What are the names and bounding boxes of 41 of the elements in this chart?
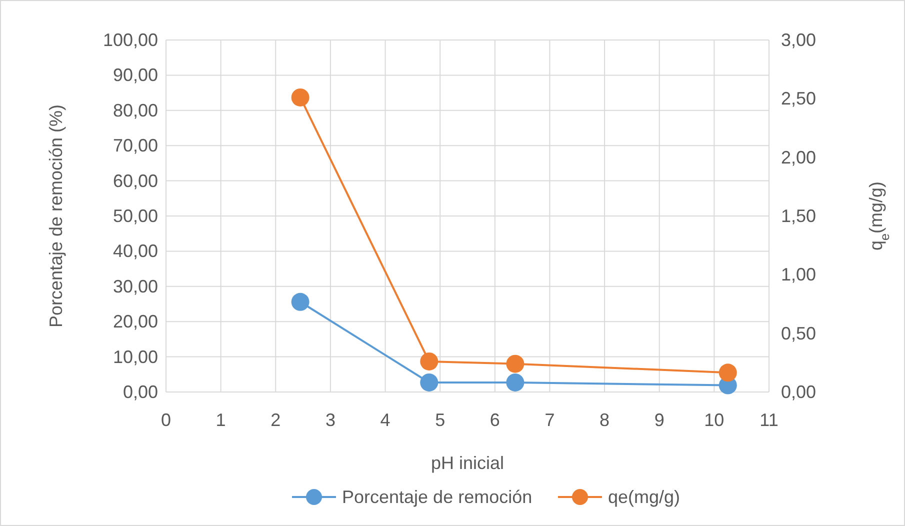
y2-tick-label: 1,50 [781, 206, 816, 226]
y-tick-label: 0,00 [122, 382, 158, 402]
legend-label: Porcentaje de remoción [342, 487, 532, 507]
y-tick-label: 90,00 [112, 65, 158, 86]
y2-tick-label: 2,50 [781, 88, 816, 109]
point [506, 354, 524, 373]
x-tick-label: 6 [490, 410, 500, 430]
y-tick-label: 60,00 [112, 170, 158, 191]
y-tick-label: 100,00 [102, 30, 158, 50]
point [506, 373, 524, 392]
x-tick-label: 9 [654, 410, 664, 430]
y-tick-label: 70,00 [112, 136, 158, 156]
y2-tick-label: 0,50 [781, 323, 816, 344]
legend-label: qe(mg/g) [608, 487, 680, 507]
x-tick-label: 2 [270, 410, 281, 430]
x-tick-label: 7 [544, 410, 555, 430]
y2-tick-label: 0,00 [781, 382, 816, 402]
x-tick-label: 10 [704, 410, 724, 430]
y2-tick-label: 1,00 [781, 264, 816, 285]
x-tick-label: 11 [760, 410, 778, 430]
point [291, 292, 310, 311]
point [718, 364, 737, 382]
x-tick-label: 5 [435, 410, 446, 430]
y-tick-label: 20,00 [112, 312, 158, 332]
x-tick-label: 1 [216, 410, 226, 430]
point [420, 373, 438, 392]
y-tick-label: 80,00 [112, 100, 158, 120]
point [420, 352, 438, 370]
y-tick-label: 10,00 [112, 346, 158, 367]
x-tick-label: 4 [380, 410, 390, 430]
x-tick-label: 0 [160, 410, 172, 430]
y2-tick-label: 3,00 [781, 30, 816, 50]
y-tick-label: 30,00 [112, 276, 158, 296]
y-tick-label: 40,00 [112, 241, 158, 262]
y-axis-title: Porcentaje de remoción (%) [46, 104, 66, 328]
x-tick-label: 3 [325, 410, 336, 430]
y2-tick-label: 2,00 [781, 147, 816, 168]
x-axis-title: pH inicial [430, 453, 504, 473]
y-tick-label: 50,00 [112, 206, 158, 226]
point [291, 88, 310, 106]
x-tick-label: 8 [600, 410, 610, 430]
